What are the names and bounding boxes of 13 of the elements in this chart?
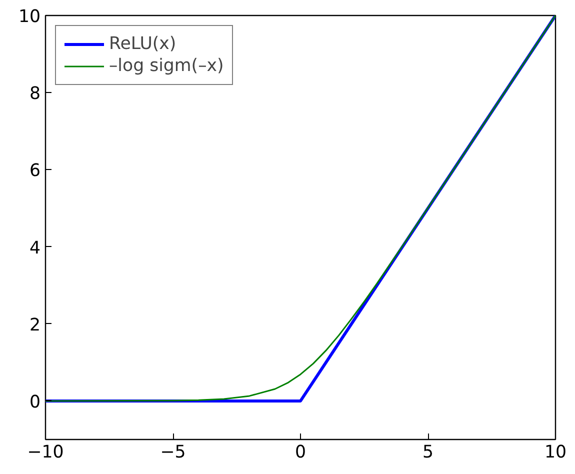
x-tick-label: −10	[27, 442, 64, 462]
x-tick-label: 0	[294, 442, 306, 462]
y-tick-label: 0	[29, 392, 41, 412]
x-tick-label: 5	[422, 442, 434, 462]
y-tick-label: 10	[18, 7, 41, 27]
legend-label: –log sigm(–x)	[109, 56, 224, 76]
y-tick-label: 4	[29, 238, 41, 258]
y-tick-label: 8	[29, 84, 41, 104]
y-tick-label: 2	[29, 315, 41, 336]
legend-label: ReLU(x)	[109, 34, 176, 54]
y-tick-label: 6	[29, 161, 41, 182]
x-tick-label: −5	[160, 442, 186, 462]
x-tick-label: 10	[544, 442, 567, 462]
